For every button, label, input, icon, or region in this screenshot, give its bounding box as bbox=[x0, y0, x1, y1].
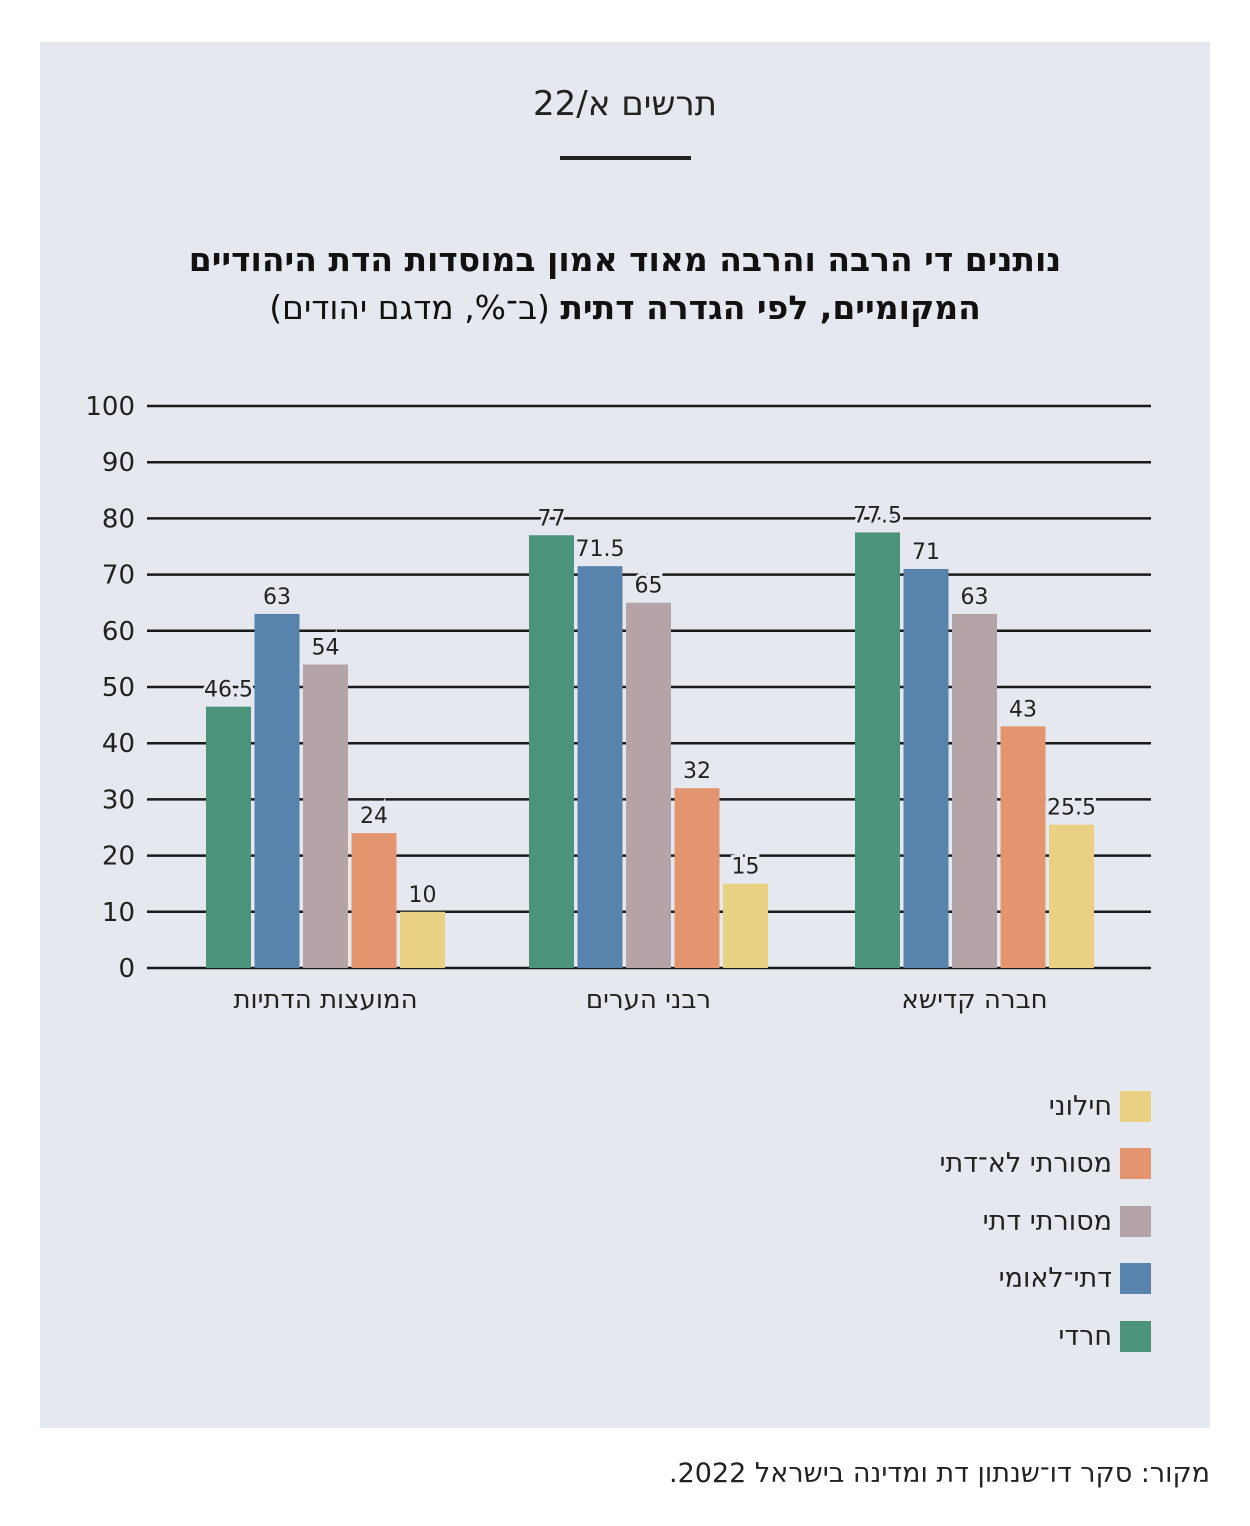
legend-swatch bbox=[1120, 1263, 1151, 1294]
data-label: 77.5 bbox=[853, 503, 902, 528]
legend-label: חרדי bbox=[1058, 1320, 1112, 1352]
legend-label: מסורתי לא־דתי bbox=[939, 1148, 1112, 1179]
data-label: 65 bbox=[635, 574, 663, 599]
data-label: 25.5 bbox=[1047, 796, 1096, 821]
legend-swatch bbox=[1120, 1205, 1151, 1237]
bar bbox=[626, 602, 671, 968]
chart-title-line2-note: (ב־%, מדגם יהודים) bbox=[269, 288, 561, 327]
y-tick-label: 50 bbox=[102, 673, 135, 703]
legend-item: מסורתי דתי bbox=[940, 1204, 1151, 1238]
x-category-label: חברה קדישא bbox=[901, 985, 1047, 1015]
y-tick-label: 90 bbox=[102, 448, 135, 478]
data-label: 46.5 bbox=[204, 678, 253, 703]
bar bbox=[723, 883, 768, 968]
chart-title-line1: נותנים די הרבה והרבה מאוד אמון במוסדות ה… bbox=[188, 240, 1062, 279]
bar-chart: 0 10 20 30 40 50 60 70 80 90 100 46.5 77 77.5 63 71.5 71… bbox=[85, 392, 1151, 1015]
data-label: 15 bbox=[732, 855, 760, 880]
x-category-label: המועצות הדתיות bbox=[233, 985, 417, 1015]
legend-item: דתי־לאומי bbox=[940, 1262, 1151, 1296]
chart-title-line2: המקומיים, לפי הגדרה דתית (ב־%, מדגם יהוד… bbox=[100, 284, 1150, 332]
data-label: 54 bbox=[312, 636, 340, 661]
x-category-label: רבני הערים bbox=[586, 985, 711, 1015]
data-label: 43 bbox=[1009, 697, 1037, 722]
chart-title-line2-bold: המקומיים, לפי הגדרה דתית bbox=[560, 288, 981, 327]
bar bbox=[303, 664, 348, 968]
y-tick-label: 10 bbox=[102, 898, 135, 928]
source-note: מקור: סקר דו־שנתון דת ומדינה בישראל 2022… bbox=[669, 1458, 1210, 1489]
y-tick-label: 0 bbox=[118, 954, 135, 984]
y-tick-label: 20 bbox=[102, 842, 135, 872]
legend-swatch bbox=[1120, 1320, 1151, 1352]
legend-item: חילוני bbox=[940, 1089, 1151, 1123]
legend: חילוני מסורתי לא־דתי מסורתי דתי דתי־לאומי חר… bbox=[940, 1089, 1151, 1377]
bar bbox=[855, 532, 900, 968]
data-label: 77 bbox=[538, 506, 566, 531]
y-tick-label: 30 bbox=[102, 785, 135, 815]
bar bbox=[529, 535, 574, 968]
data-label: 24 bbox=[360, 804, 388, 829]
y-tick-label: 70 bbox=[102, 561, 135, 591]
data-label: 63 bbox=[961, 585, 989, 610]
y-tick-label: 80 bbox=[102, 504, 135, 534]
figure-label: תרשים א/22 bbox=[532, 84, 718, 124]
bar bbox=[577, 566, 623, 968]
data-label: 32 bbox=[683, 759, 711, 784]
chart-title: נותנים די הרבה והרבה מאוד אמון במוסדות ה… bbox=[100, 236, 1150, 332]
bar bbox=[952, 613, 997, 968]
legend-label: מסורתי דתי bbox=[982, 1205, 1112, 1237]
y-tick-label: 100 bbox=[85, 392, 135, 422]
y-tick-label: 40 bbox=[102, 729, 135, 759]
bar bbox=[206, 706, 251, 968]
legend-item: מסורתי לא־דתי bbox=[940, 1147, 1151, 1181]
bar bbox=[1049, 824, 1094, 968]
bar bbox=[400, 911, 445, 968]
legend-label: דתי־לאומי bbox=[998, 1263, 1112, 1294]
legend-swatch bbox=[1120, 1148, 1151, 1179]
bar bbox=[1000, 726, 1046, 968]
bar bbox=[351, 833, 397, 968]
figure-label-underline bbox=[560, 156, 691, 160]
legend-swatch bbox=[1120, 1090, 1151, 1122]
data-label: 71.5 bbox=[576, 537, 625, 562]
bar bbox=[903, 568, 949, 968]
data-label: 63 bbox=[263, 585, 291, 610]
bar bbox=[674, 788, 720, 968]
legend-label: חילוני bbox=[1048, 1090, 1112, 1122]
data-label: 71 bbox=[912, 540, 940, 565]
y-tick-label: 60 bbox=[102, 617, 135, 647]
bar bbox=[254, 613, 300, 968]
legend-item: חרדי bbox=[940, 1319, 1151, 1353]
data-label: 10 bbox=[409, 883, 437, 908]
